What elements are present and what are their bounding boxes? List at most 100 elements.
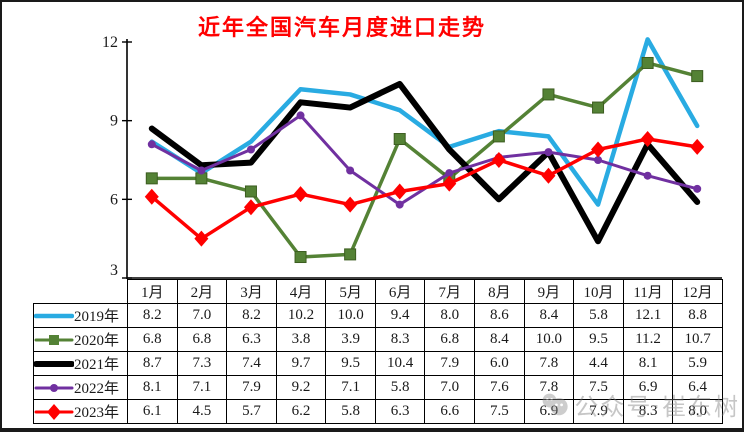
value-cell: 6.3 (226, 327, 277, 352)
table-row-2023年: 2023年 6.1 4.5 5.7 6.2 5.8 6.3 6.6 7.5 6.9 7.9 8.3 8.… (33, 399, 723, 424)
value-cell: 3.9 (325, 327, 376, 352)
marker-diamond-2023年 (243, 199, 258, 216)
value-cell: 7.8 (523, 351, 575, 376)
value-cell: 6.1 (127, 399, 178, 424)
marker-diamond-2023年 (392, 183, 407, 200)
value-cell: 6.8 (176, 327, 228, 352)
marker-circle-2022年 (395, 200, 404, 209)
legend-swatch-icon (34, 383, 74, 392)
table-row-2019年: 2019年 8.2 7.0 8.2 10.2 10.0 9.4 8.0 8.6 8.4 5.8 12.… (33, 303, 723, 328)
legend-swatch-icon (34, 360, 74, 367)
value-cell: 7.0 (176, 303, 228, 328)
month-header-cell: 10月 (573, 279, 624, 304)
value-cell: 4.4 (573, 351, 624, 376)
value-cell: 6.8 (424, 327, 476, 352)
legend-cell-2020年: 2020年 (33, 327, 128, 352)
marker-diamond-2023年 (690, 138, 705, 155)
legend-swatch-icon (34, 403, 74, 420)
value-cell: 7.5 (573, 375, 624, 400)
value-cell: 5.8 (325, 399, 376, 424)
value-cell: 8.3 (622, 399, 674, 424)
series-line-2023年 (150, 137, 699, 241)
marker-diamond-2023年 (591, 141, 606, 158)
marker-diamond-2023年 (194, 230, 209, 247)
y-axis-label: 9 (110, 113, 118, 130)
marker-circle-2022年 (594, 156, 603, 164)
value-cell: 10.0 (325, 303, 376, 328)
marker-circle-2022年 (147, 140, 156, 149)
marker-square-2020年 (294, 251, 307, 264)
value-cell: 8.1 (622, 351, 674, 376)
marker-square-2020年 (195, 172, 208, 185)
month-header-cell: 11月 (622, 279, 674, 304)
value-cell: 7.9 (573, 399, 624, 424)
marker-diamond-2023年 (640, 131, 655, 148)
marker-circle-2022年 (544, 148, 553, 157)
y-axis-label: 3 (110, 262, 118, 279)
month-header-cell: 7月 (424, 279, 476, 304)
table-row-2020年: 2020年 6.8 6.8 6.3 3.8 3.9 8.3 6.8 8.4 10.0 9.5 11.2… (33, 327, 723, 352)
month-header-cell: 2月 (176, 279, 228, 304)
value-cell: 9.7 (275, 351, 327, 376)
value-cell: 10.0 (523, 327, 575, 352)
value-cell: 3.8 (275, 327, 327, 352)
series-label: 2021年 (74, 357, 120, 373)
value-cell: 7.0 (424, 375, 476, 400)
value-cell: 8.2 (226, 303, 277, 328)
value-cell: 5.8 (374, 375, 426, 400)
value-cell: 7.9 (226, 375, 277, 400)
value-cell: 6.2 (275, 399, 327, 424)
value-cell: 9.5 (325, 351, 376, 376)
y-axis-label: 12 (102, 34, 118, 51)
marker-square-2020年 (641, 56, 654, 69)
value-cell: 8.2 (127, 303, 178, 328)
value-cell: 8.3 (374, 327, 426, 352)
marker-diamond-2023年 (144, 188, 159, 205)
value-cell: 7.1 (325, 375, 376, 400)
series-label: 2019年 (74, 309, 120, 325)
value-cell: 6.9 (622, 375, 674, 400)
value-cell: 9.4 (374, 303, 426, 328)
series-label: 2020年 (74, 333, 120, 349)
legend-swatch-icon (34, 313, 74, 318)
marker-square-2020年 (542, 88, 555, 101)
marker-circle-2022年 (197, 166, 206, 175)
value-cell: 6.0 (474, 351, 525, 376)
value-cell: 7.3 (176, 351, 228, 376)
value-cell: 5.8 (573, 303, 624, 328)
line-chart: 3 6 9 12 (102, 34, 722, 279)
marker-square-2020年 (592, 101, 605, 114)
marker-diamond-2023年 (491, 152, 506, 168)
marker-circle-2022年 (296, 111, 305, 120)
legend-swatch-icon (34, 334, 74, 345)
table-header-row: 1月 2月 3月 4月 5月 6月 7月 8月 9月 10月 11月 12月 (34, 279, 723, 304)
month-header-cell: 4月 (275, 279, 327, 304)
value-cell: 6.9 (523, 399, 575, 424)
marker-square-2020年 (492, 130, 505, 143)
value-cell: 11.2 (622, 327, 674, 352)
marker-circle-2022年 (693, 184, 702, 193)
table-row-2021年: 2021年 8.7 7.3 7.4 9.7 9.5 10.4 7.9 6.0 7.8 4.4 8.1 5… (33, 351, 723, 376)
value-cell: 6.8 (127, 327, 178, 352)
value-cell: 7.8 (523, 375, 575, 400)
month-header-cell: 5月 (325, 279, 376, 304)
value-cell: 8.7 (127, 351, 178, 376)
value-cell: 5.9 (672, 351, 723, 376)
marker-circle-2022年 (346, 166, 355, 175)
marker-square-2020年 (393, 133, 406, 146)
marker-diamond-2023年 (293, 186, 308, 203)
month-header-cell: 12月 (672, 279, 723, 304)
legend-cell-2022年: 2022年 (33, 375, 128, 400)
value-cell: 7.4 (226, 351, 277, 376)
value-cell: 8.1 (127, 375, 178, 400)
table-row-2022年: 2022年 8.1 7.1 7.9 9.2 7.1 5.8 7.0 7.6 7.8 7.5 6.9 6.… (33, 375, 723, 400)
value-cell: 8.4 (474, 327, 525, 352)
value-cell: 9.2 (275, 375, 327, 400)
y-axis-label: 6 (110, 191, 118, 208)
month-header-cell: 6月 (374, 279, 426, 304)
marker-square-2020年 (344, 248, 357, 261)
series-label: 2022年 (74, 381, 120, 397)
marker-circle-2022年 (643, 171, 652, 180)
value-cell: 6.6 (424, 399, 476, 424)
